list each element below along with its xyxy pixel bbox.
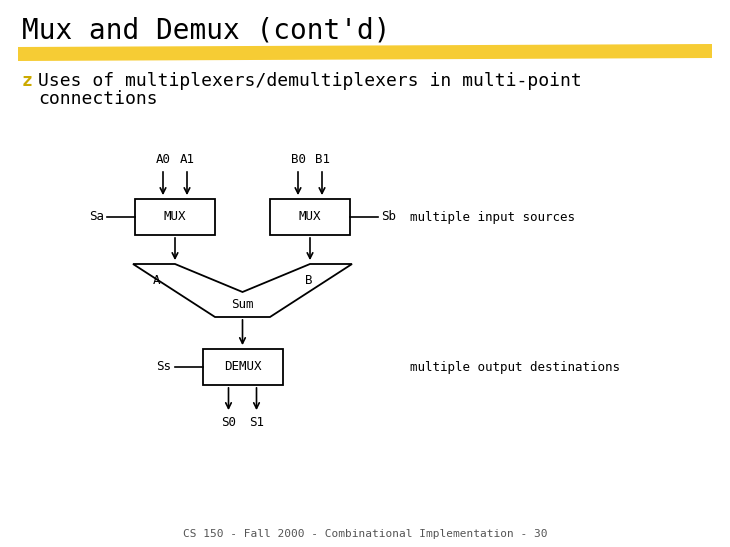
Text: Mux and Demux (cont'd): Mux and Demux (cont'd) (22, 17, 391, 45)
Text: MUX: MUX (164, 211, 186, 224)
Text: connections: connections (38, 90, 158, 108)
Text: multiple output destinations: multiple output destinations (410, 360, 620, 374)
Bar (135, 199, 215, 235)
Text: A1: A1 (180, 153, 194, 166)
Text: S0: S0 (221, 416, 236, 429)
Text: MUX: MUX (299, 211, 321, 224)
Text: B1: B1 (315, 153, 329, 166)
Text: Sa: Sa (89, 211, 104, 224)
Text: CS 150 - Fall 2000 - Combinational Implementation - 30: CS 150 - Fall 2000 - Combinational Imple… (182, 529, 548, 539)
Polygon shape (18, 44, 712, 61)
Text: DEMUX: DEMUX (224, 360, 261, 374)
Text: multiple input sources: multiple input sources (410, 211, 575, 224)
Bar (202, 349, 283, 385)
Text: z: z (22, 72, 33, 90)
Text: B: B (305, 274, 312, 287)
Polygon shape (133, 264, 352, 317)
Text: S1: S1 (249, 416, 264, 429)
Text: A0: A0 (155, 153, 171, 166)
Text: A: A (153, 274, 161, 287)
Text: Uses of multiplexers/demultiplexers in multi-point: Uses of multiplexers/demultiplexers in m… (38, 72, 582, 90)
Text: B0: B0 (291, 153, 305, 166)
Bar (270, 199, 350, 235)
Text: Sb: Sb (381, 211, 396, 224)
Text: Ss: Ss (156, 360, 172, 374)
Text: Sum: Sum (231, 298, 254, 311)
